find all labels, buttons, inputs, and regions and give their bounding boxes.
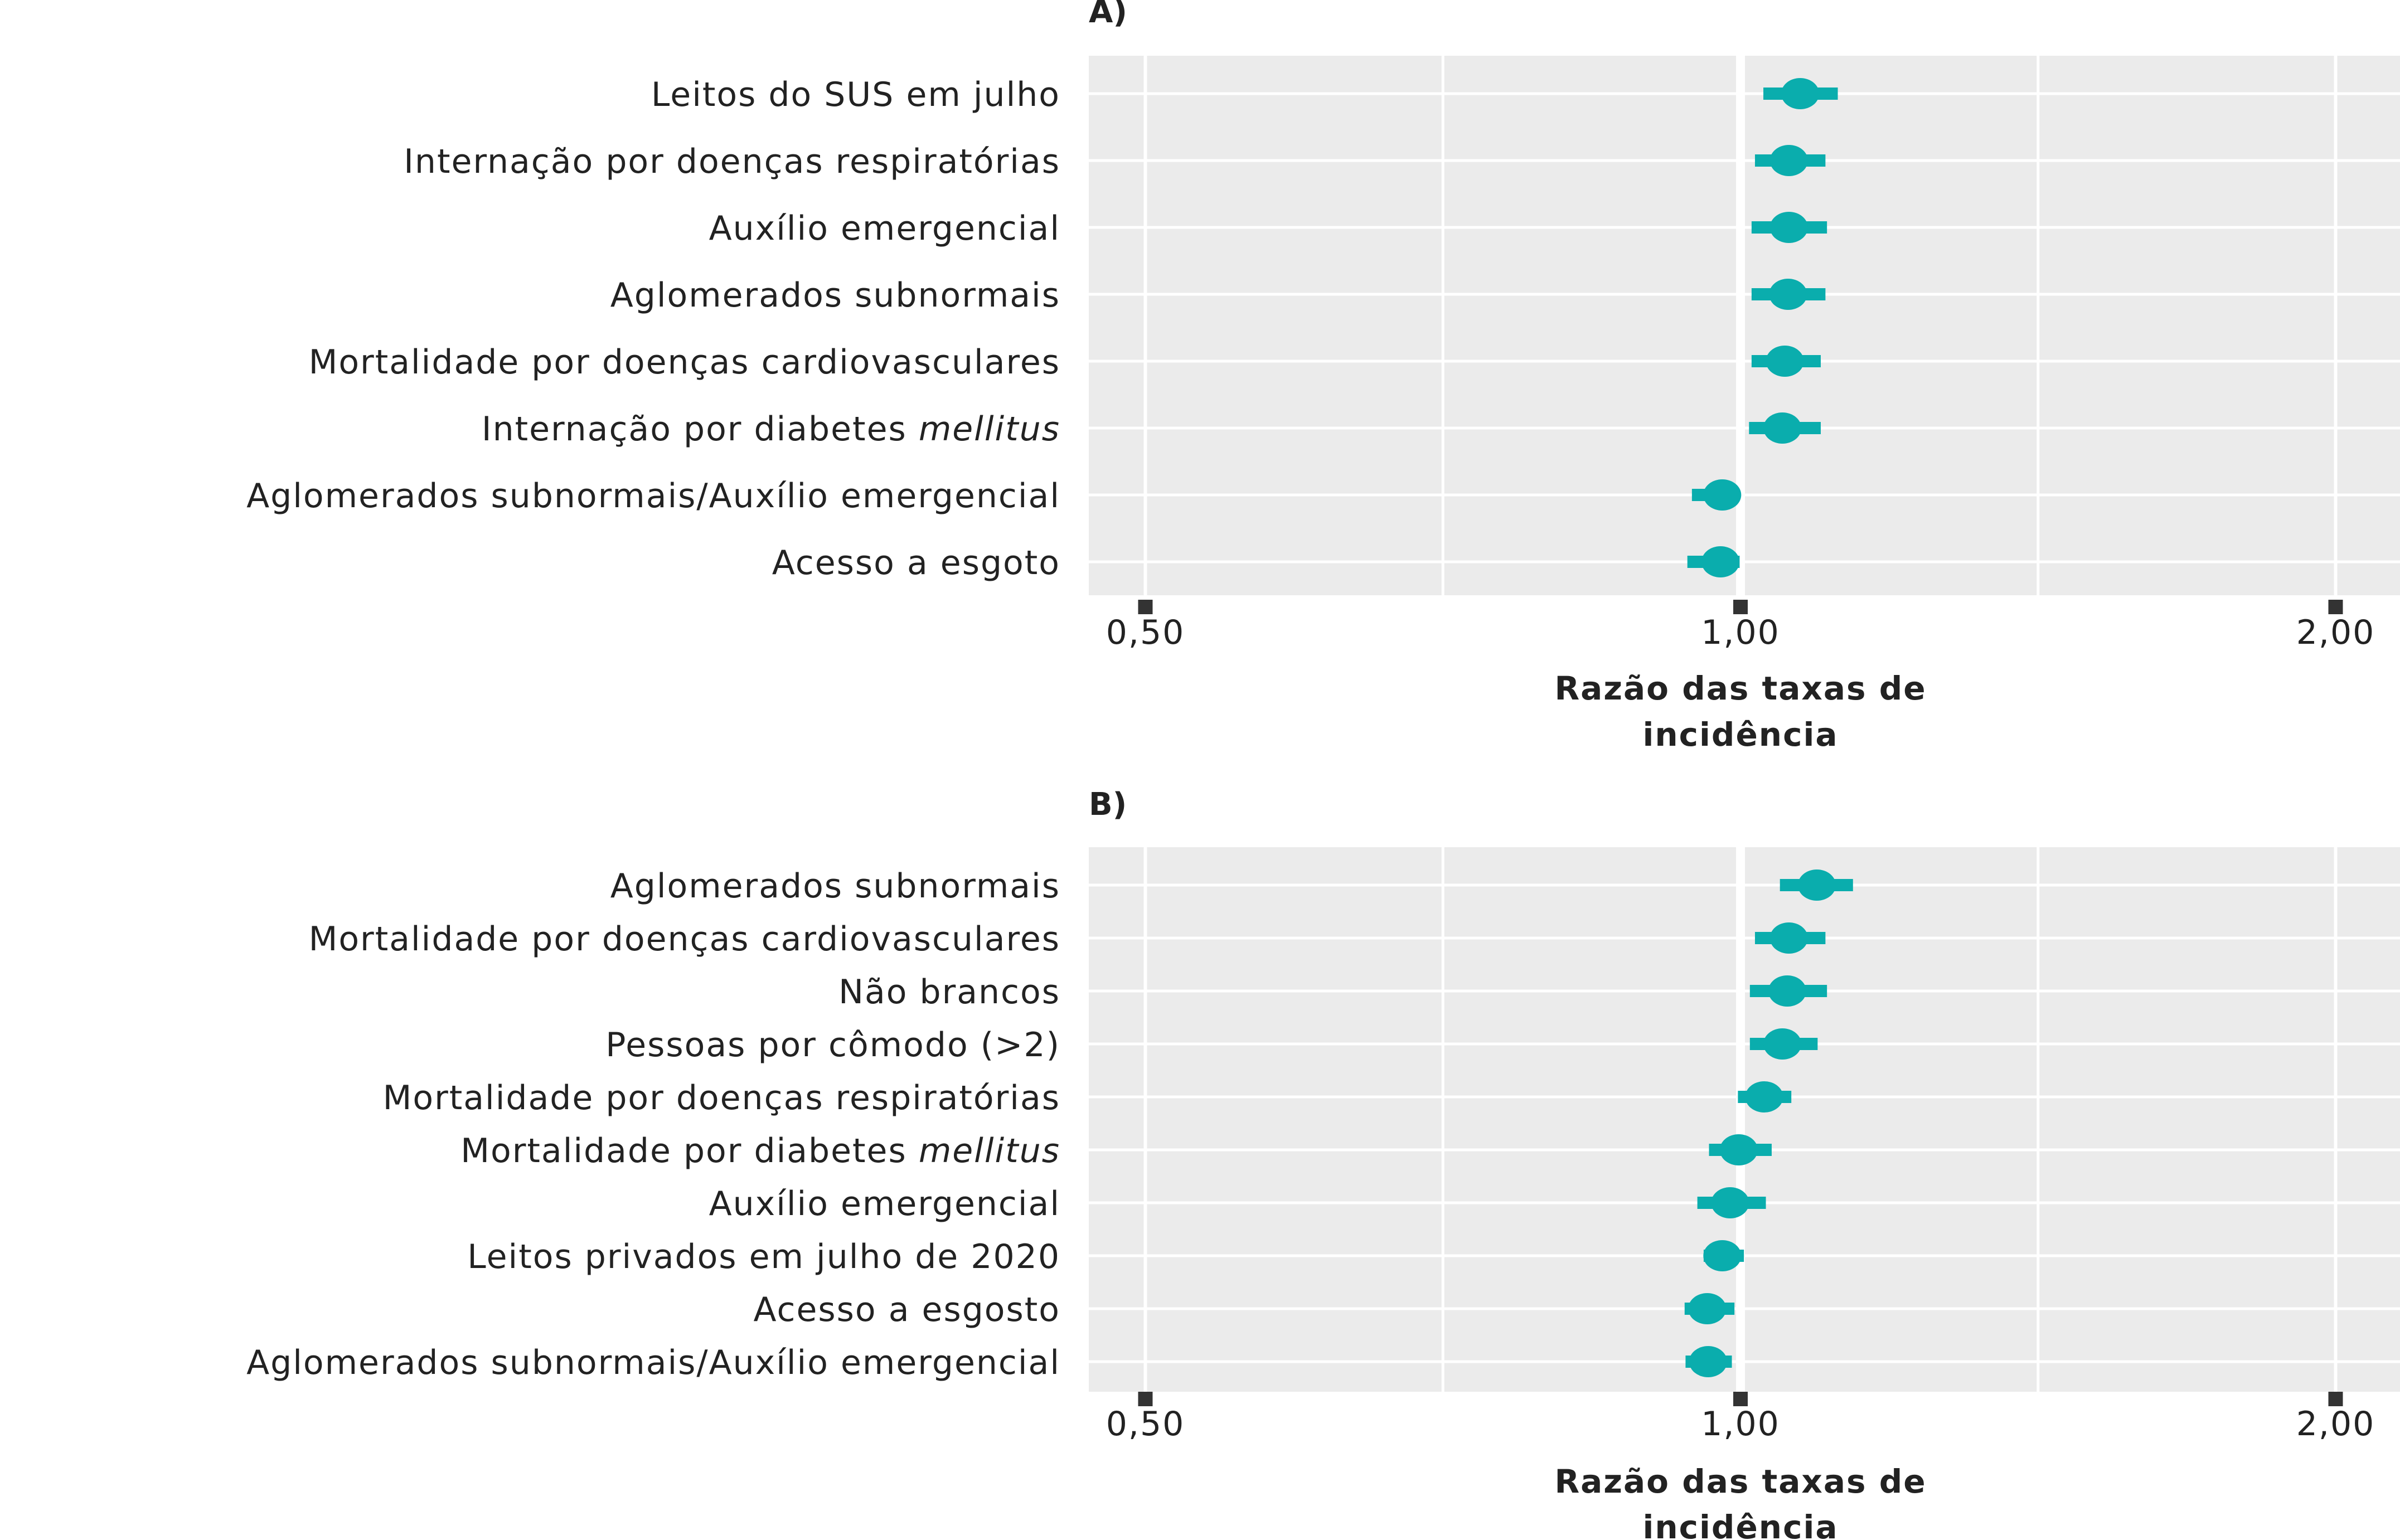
row-label: Mortalidade por doenças cardiovasculares — [309, 343, 1060, 382]
x-tick-label: 2,00 — [2296, 1405, 2375, 1444]
point-estimate — [1711, 1187, 1749, 1218]
point-estimate — [1701, 546, 1740, 577]
row-label: Mortalidade por diabetes mellitus — [460, 1131, 1060, 1170]
x-tick-label: 0,50 — [1106, 1405, 1185, 1444]
row-label: Internação por diabetes mellitus — [482, 410, 1060, 449]
point-estimate — [1769, 212, 1808, 243]
x-axis-title-line: incidência — [1643, 716, 1839, 754]
row-label: Auxílio emergencial — [709, 1184, 1060, 1223]
point-estimate — [1763, 412, 1802, 444]
x-tick-mark — [2328, 1392, 2343, 1406]
row-label: Aglomerados subnormais/Auxílio emergenci… — [246, 477, 1060, 516]
row-label: Mortalidade por doenças respiratórias — [383, 1079, 1060, 1118]
x-tick-label: 1,00 — [1701, 613, 1780, 652]
x-tick-label: 2,00 — [2296, 613, 2375, 652]
x-tick-mark — [1733, 1392, 1748, 1406]
point-estimate — [1768, 975, 1806, 1007]
point-estimate — [1688, 1293, 1727, 1324]
row-label: Leitos do SUS em julho — [651, 75, 1060, 114]
x-axis-title: Razão das taxas de incidência — [1554, 669, 1926, 754]
x-axis-title: Razão das taxas de incidência — [1554, 1463, 1926, 1540]
row-label: Aglomerados subnormais/Auxílio emergenci… — [246, 1343, 1060, 1382]
x-tick-label: 0,50 — [1106, 613, 1185, 652]
row-label: Mortalidade por doenças cardiovasculares — [309, 920, 1060, 959]
panel-tag: A) — [1089, 0, 1127, 30]
x-tick-mark — [1138, 600, 1153, 614]
x-tick-mark — [1733, 600, 1748, 614]
point-estimate — [1763, 1028, 1802, 1060]
row-label: Auxílio emergencial — [709, 209, 1060, 248]
row-label: Acesso a esgoto — [772, 543, 1060, 582]
panel-b: B) Aglomerados subnormais Mortalidade por … — [246, 786, 2400, 1540]
row-label: Não brancos — [838, 973, 1060, 1012]
row-label: Internação por doenças respiratórias — [404, 142, 1060, 181]
row-label: Leitos privados em julho de 2020 — [467, 1237, 1060, 1276]
point-estimate — [1719, 1134, 1758, 1165]
row-label: Pessoas por cômodo (>2) — [605, 1026, 1060, 1065]
point-estimate — [1766, 346, 1804, 377]
point-estimate — [1703, 479, 1742, 511]
row-label: Aglomerados subnormais — [610, 276, 1060, 315]
x-tick-label: 1,00 — [1701, 1405, 1780, 1444]
x-tick-mark — [1138, 1392, 1153, 1406]
x-axis-title-line: Razão das taxas de — [1554, 1463, 1926, 1500]
x-tick-mark — [2328, 600, 2343, 614]
point-estimate — [1769, 145, 1808, 176]
point-estimate — [1781, 78, 1820, 109]
point-estimate — [1797, 869, 1836, 901]
point-estimate — [1703, 1240, 1742, 1271]
panel-tag: B) — [1089, 786, 1127, 823]
panel-a: A) Leitos do SUS em julho Internação por d… — [246, 0, 2400, 754]
point-estimate — [1769, 922, 1808, 954]
point-estimate — [1745, 1081, 1783, 1113]
row-label: Acesso a esgosto — [754, 1290, 1061, 1329]
x-axis-title-line: incidência — [1643, 1508, 1839, 1540]
point-estimate — [1689, 1346, 1727, 1377]
x-axis-title-line: Razão das taxas de — [1554, 669, 1926, 707]
row-label: Aglomerados subnormais — [610, 867, 1060, 906]
point-estimate — [1769, 279, 1807, 310]
